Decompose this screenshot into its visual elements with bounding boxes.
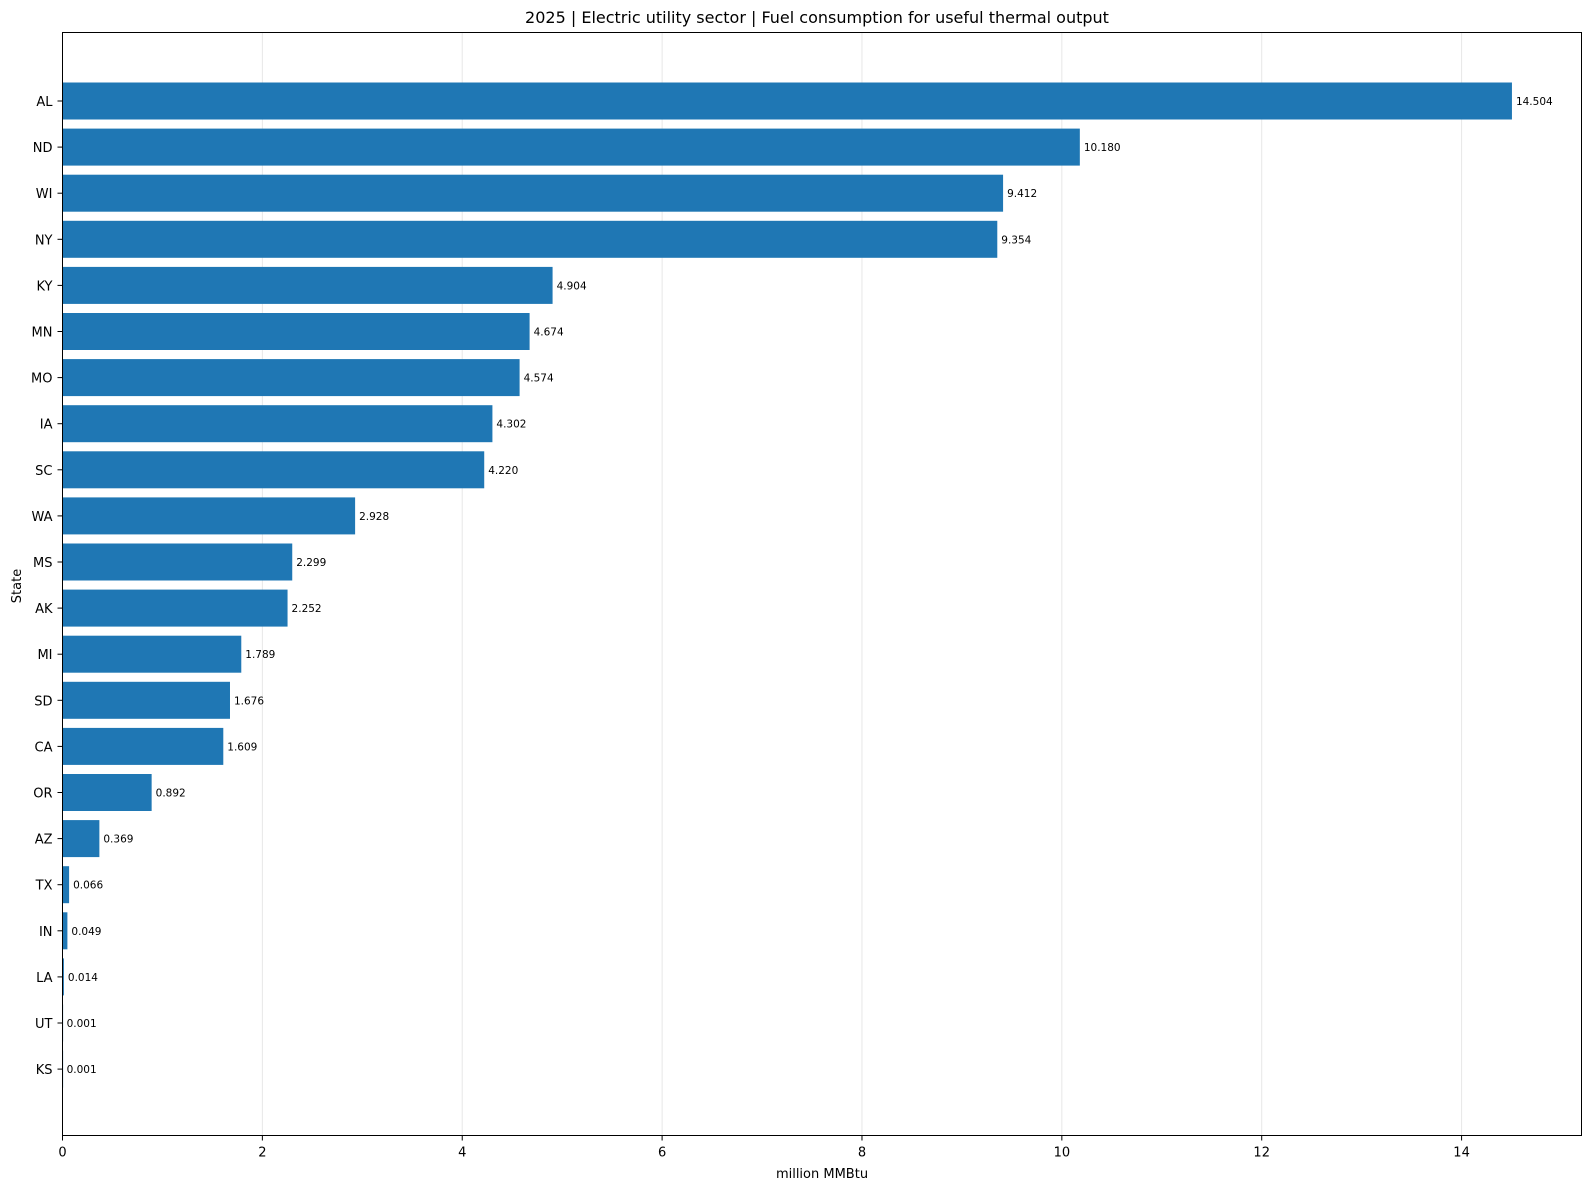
- data-label: 4.302: [496, 419, 526, 431]
- y-tick-label: LA: [36, 971, 53, 986]
- data-label: 1.789: [245, 649, 275, 661]
- bar-in: [62, 912, 68, 950]
- y-tick-label: AL: [36, 95, 53, 110]
- y-tick-label: AZ: [35, 833, 53, 848]
- data-label: 0.049: [71, 926, 101, 938]
- y-tick-label: NY: [35, 233, 53, 248]
- bar-or: [62, 774, 152, 811]
- y-axis-label: State: [10, 569, 25, 603]
- x-tick-label: 2: [258, 1146, 266, 1161]
- bar-ny: [62, 220, 998, 258]
- y-tick-label: CA: [35, 740, 53, 755]
- data-label: 0.001: [67, 1018, 97, 1030]
- bar-mi: [62, 635, 242, 673]
- x-tick-label: 8: [858, 1146, 866, 1161]
- bar-ky: [62, 266, 553, 304]
- y-axis: AL ND WI NY KY MN MO IA SC WA MS AK MI SD CA OR AZ TX IN LA…: [31, 95, 63, 1078]
- data-label: 4.574: [524, 373, 554, 385]
- data-label: 0.001: [67, 1064, 97, 1076]
- bar-sd: [62, 681, 230, 719]
- x-tick-label: 14: [1453, 1146, 1470, 1161]
- data-label: 14.504: [1516, 96, 1553, 108]
- bar-az: [62, 820, 100, 858]
- y-tick-label: TX: [35, 879, 53, 894]
- data-label: 0.066: [73, 880, 103, 892]
- data-label: 4.220: [488, 465, 518, 477]
- y-tick-label: AK: [35, 602, 53, 617]
- bar-la: [62, 958, 64, 996]
- bar-sc: [62, 451, 485, 489]
- bar-al: [62, 82, 1512, 120]
- x-tick-label: 4: [458, 1146, 466, 1161]
- bar-mn: [62, 313, 530, 350]
- data-label: 9.354: [1001, 234, 1031, 246]
- data-label: 0.369: [103, 834, 133, 846]
- data-labels: 14.504 10.180 9.412 9.354 4.904 4.674 4.574 4.3…: [67, 96, 1553, 1076]
- chart-title: 2025 | Electric utility sector | Fuel co…: [525, 8, 1109, 27]
- bars: [62, 82, 1512, 1088]
- data-label: 1.676: [234, 695, 264, 707]
- x-tick-label: 12: [1253, 1146, 1270, 1161]
- y-tick-label: WI: [36, 187, 53, 202]
- bar-ak: [62, 589, 288, 627]
- data-label: 0.892: [156, 788, 186, 800]
- y-tick-label: KS: [36, 1063, 53, 1078]
- bar-nd: [62, 128, 1080, 166]
- y-tick-label: MI: [37, 648, 52, 663]
- y-tick-label: SC: [35, 464, 52, 479]
- data-label: 10.180: [1084, 142, 1121, 154]
- data-label: 2.299: [296, 557, 326, 569]
- data-label: 9.412: [1007, 188, 1037, 200]
- x-tick-label: 10: [1054, 1146, 1071, 1161]
- y-tick-label: UT: [35, 1017, 53, 1032]
- data-label: 1.609: [227, 741, 257, 753]
- data-label: 0.014: [68, 972, 98, 984]
- plot-frame: [62, 32, 1582, 1136]
- data-label: 4.904: [557, 280, 587, 292]
- x-axis-label: million MMBtu: [776, 1167, 868, 1182]
- y-tick-label: OR: [33, 787, 52, 802]
- data-label: 4.674: [534, 327, 564, 339]
- data-label: 2.928: [359, 511, 389, 523]
- y-tick-label: KY: [36, 279, 52, 294]
- x-axis: 0 2 4 6 8 10 12 14: [58, 1135, 1470, 1161]
- data-label: 2.252: [292, 603, 322, 615]
- x-tick-label: 6: [658, 1146, 666, 1161]
- x-tick-label: 0: [58, 1146, 66, 1161]
- bar-tx: [62, 866, 70, 904]
- y-tick-label: WA: [31, 510, 52, 525]
- grid-lines: [261, 32, 1463, 1136]
- bar-ca: [62, 727, 224, 765]
- bar-wa: [62, 497, 356, 535]
- y-tick-label: ND: [33, 141, 53, 156]
- y-tick-label: IA: [40, 418, 53, 433]
- bar-wi: [62, 174, 1004, 212]
- y-tick-label: IN: [39, 925, 53, 940]
- bar-mo: [62, 359, 520, 397]
- bar-ia: [62, 405, 493, 443]
- y-tick-label: SD: [34, 694, 52, 709]
- y-tick-label: MN: [32, 326, 53, 341]
- y-tick-label: MO: [31, 372, 52, 387]
- bar-ms: [62, 543, 293, 581]
- y-tick-label: MS: [33, 556, 52, 571]
